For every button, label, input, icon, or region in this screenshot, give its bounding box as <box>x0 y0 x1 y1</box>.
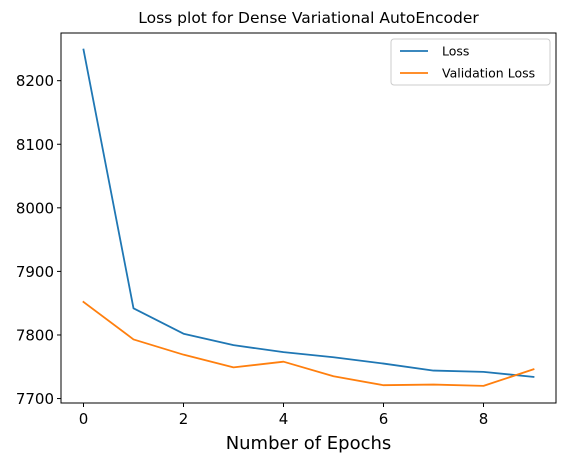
x-axis: 0 2 4 6 8 <box>79 403 489 428</box>
legend-entry-label: Validation Loss <box>442 66 535 81</box>
y-tick-label: 8000 <box>16 199 54 217</box>
chart-title: Loss plot for Dense Variational AutoEnco… <box>138 9 479 27</box>
legend-entry-label: Loss <box>442 44 469 59</box>
series-lines <box>82 48 535 387</box>
y-tick-label: 7700 <box>16 390 54 408</box>
series-line-loss <box>82 48 535 378</box>
x-tick-label: 4 <box>279 410 289 428</box>
x-axis-label: Number of Epochs <box>226 433 392 454</box>
x-tick-label: 6 <box>379 410 389 428</box>
y-tick-label: 7900 <box>16 263 54 281</box>
y-tick-label: 8200 <box>16 72 54 90</box>
legend: Loss Validation Loss <box>390 38 551 86</box>
series-line-validation-loss <box>82 300 535 387</box>
x-tick-label: 2 <box>179 410 189 428</box>
plot-area-frame <box>60 32 557 404</box>
x-tick-label: 0 <box>79 410 89 428</box>
y-tick-label: 8100 <box>16 136 54 154</box>
y-tick-label: 7800 <box>16 326 54 344</box>
x-tick-label: 8 <box>479 410 489 428</box>
y-axis: 7700 7800 7900 8000 8100 8200 <box>16 72 61 408</box>
legend-box <box>390 38 551 86</box>
